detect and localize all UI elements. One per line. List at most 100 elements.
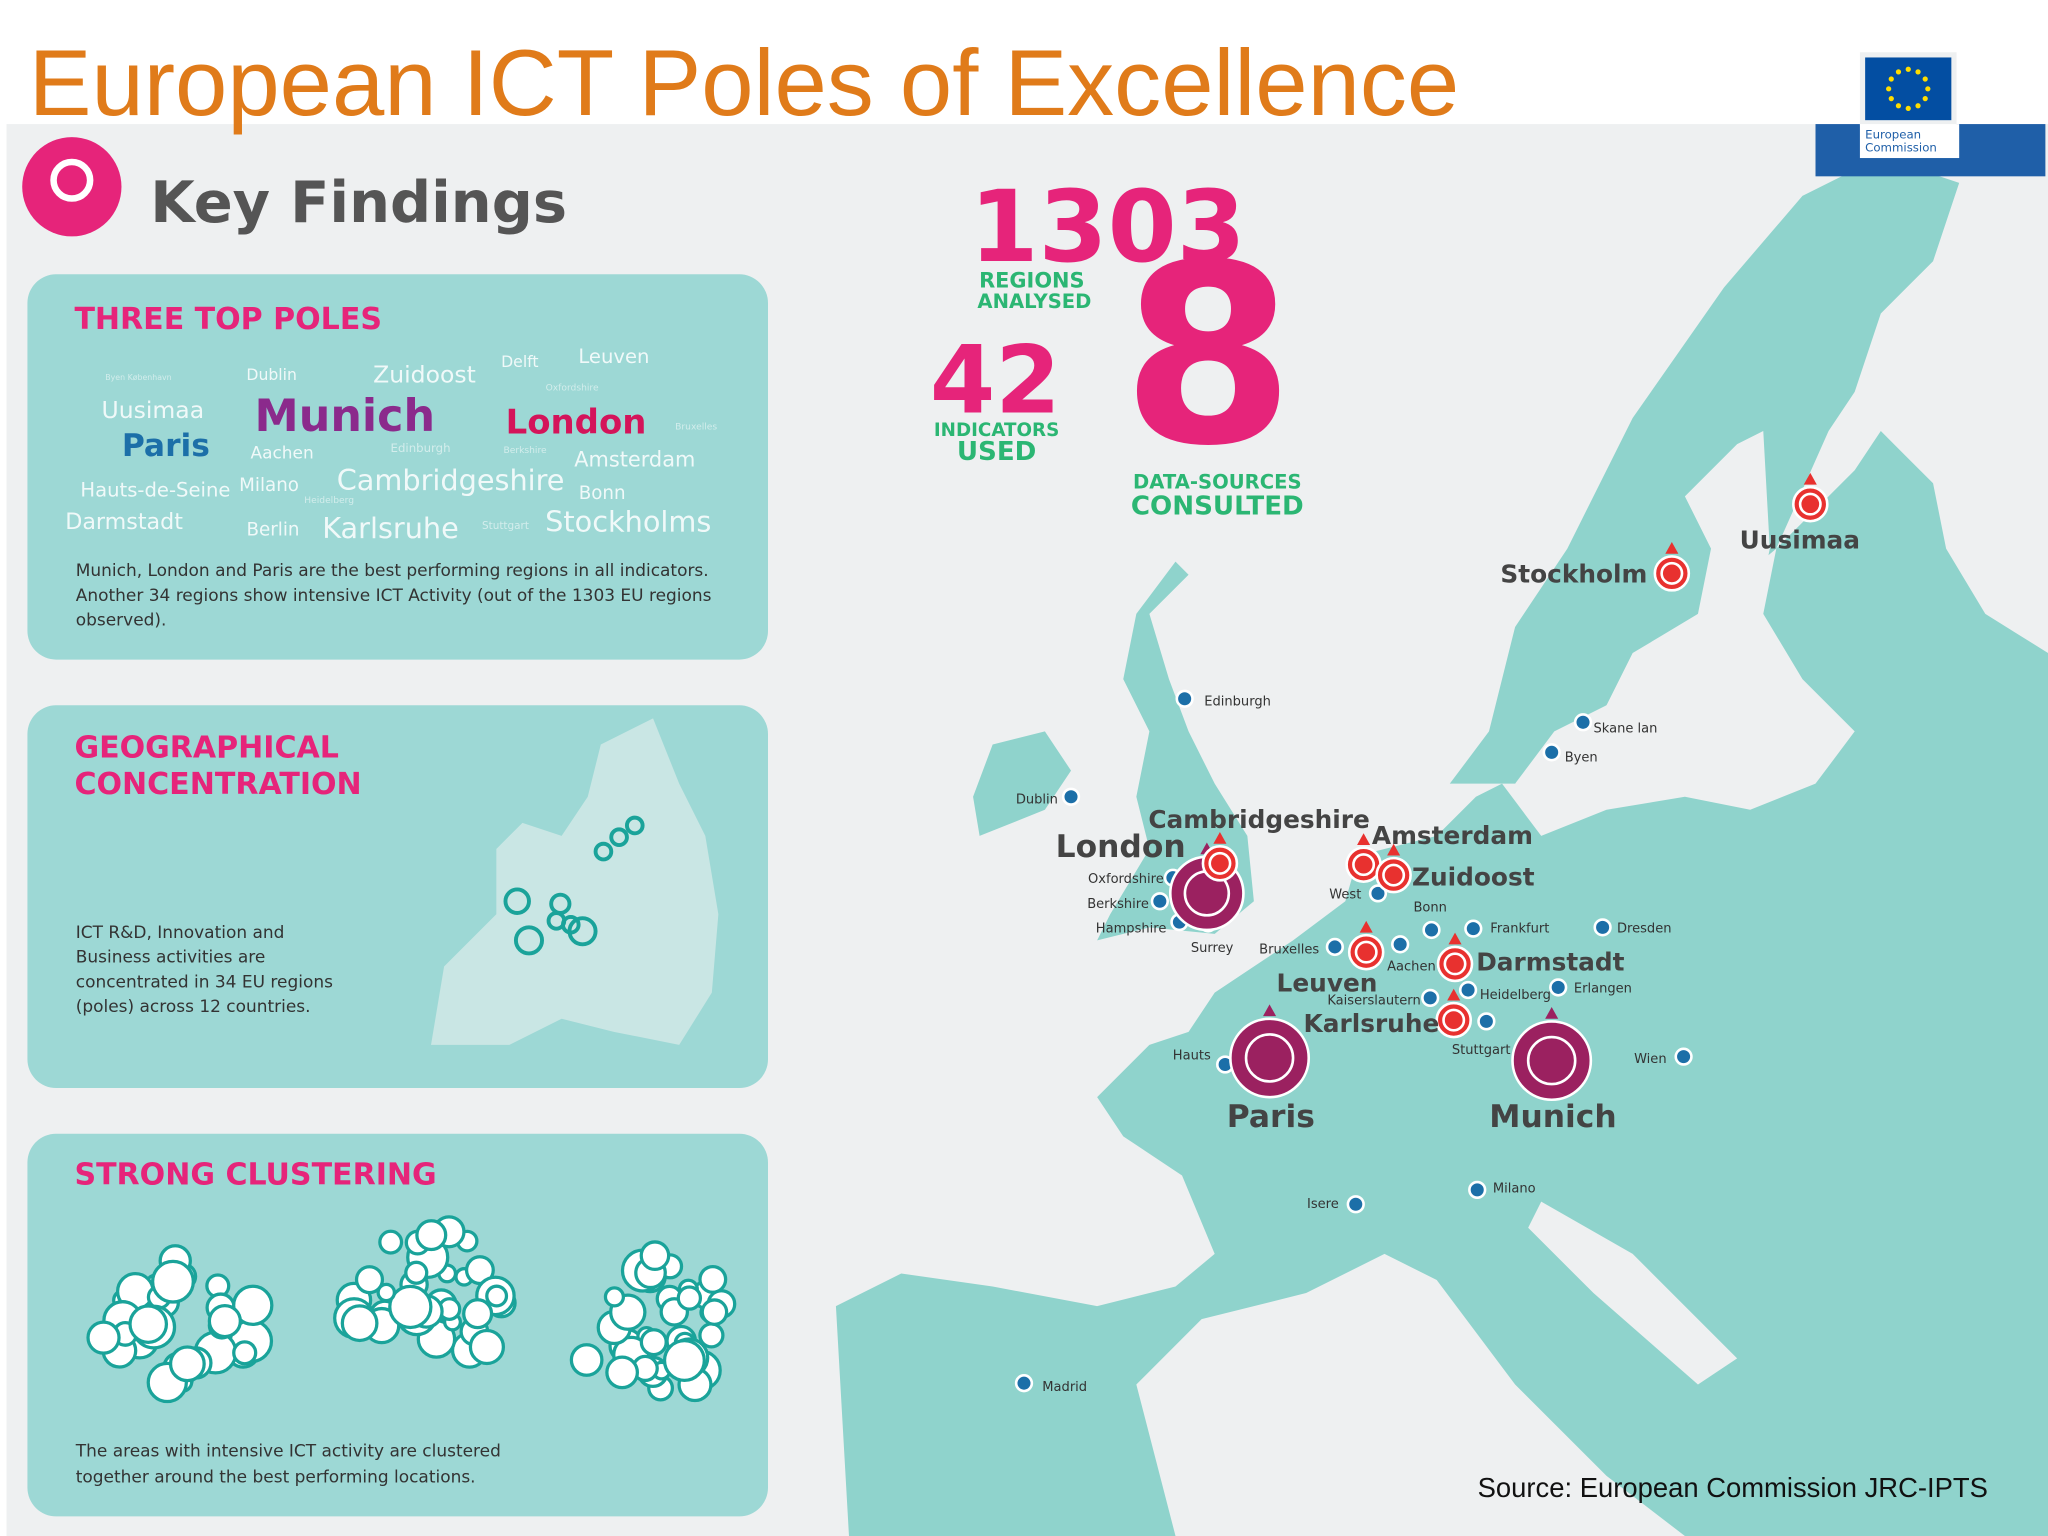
- panel-description: together around the best performing loca…: [76, 1467, 476, 1487]
- word-cloud-word: Delft: [501, 352, 538, 371]
- cluster-circle: [468, 1328, 506, 1366]
- source: Source: European Commission JRC-IPTS: [1478, 1472, 1988, 1503]
- cluster-circle: [151, 1259, 195, 1304]
- mini-pole: [624, 815, 645, 836]
- pole-marker: [1347, 933, 1385, 971]
- region-dot: [1593, 918, 1612, 937]
- region-label: Hauts: [1173, 1048, 1211, 1063]
- region-label: Madrid: [1042, 1380, 1087, 1395]
- word-cloud-word: Cambridgeshire: [337, 463, 565, 497]
- region-dot: [1150, 892, 1169, 911]
- word-cloud-word: Byen København: [105, 373, 171, 382]
- pole-pin: [1387, 843, 1401, 856]
- pole-label: Paris: [1227, 1099, 1315, 1135]
- pole-marker: [1435, 1001, 1472, 1039]
- cluster-circle: [485, 1284, 509, 1308]
- pole-ring: [1660, 561, 1684, 585]
- pole-pin: [1263, 1004, 1277, 1017]
- pole-label: Amsterdam: [1372, 821, 1533, 850]
- word-cloud-word: Heidelberg: [304, 496, 354, 506]
- star: [1925, 86, 1931, 92]
- mini-pole: [513, 925, 544, 956]
- stat-number: 1303: [969, 170, 1245, 285]
- mini-pole: [609, 827, 629, 848]
- mini-pole: [593, 841, 614, 862]
- star: [1888, 96, 1894, 102]
- word-cloud-word: Stuttgart: [482, 520, 529, 532]
- panel-description: ICT R&D, Innovation and: [76, 923, 285, 943]
- logo-text-box: [1859, 124, 1960, 159]
- panel-description: Business activities are: [76, 948, 266, 968]
- pole-pin: [1357, 833, 1371, 846]
- pole-label: Stockholm: [1500, 560, 1647, 589]
- pole-pin: [1213, 832, 1227, 844]
- icon-circle: [22, 137, 122, 237]
- region-dot: [1368, 884, 1388, 903]
- page-title: European ICT Poles of Excellence: [29, 30, 1459, 135]
- cluster-circle: [168, 1345, 206, 1383]
- word-cloud-word: Amsterdam: [574, 447, 695, 471]
- cluster-circle: [207, 1303, 242, 1339]
- word-cloud-word: Zuidoost: [373, 361, 476, 389]
- cluster-circle: [388, 1284, 433, 1330]
- pole-ring: [1382, 863, 1406, 887]
- mini-pole: [567, 916, 598, 947]
- pole-label: Leuven: [1277, 968, 1378, 997]
- region-dot: [1014, 1374, 1034, 1393]
- cluster-circle: [354, 1265, 385, 1295]
- cluster-circle: [404, 1260, 429, 1285]
- panel-title: CONCENTRATION: [74, 767, 361, 802]
- region-dot: [1549, 978, 1568, 997]
- region-dot: [1674, 1047, 1693, 1066]
- star: [1895, 69, 1902, 75]
- cluster-circle: [232, 1340, 258, 1366]
- pole-marker: [1229, 1017, 1311, 1099]
- region-label: Hampshire: [1096, 922, 1167, 937]
- sea: [1136, 1253, 1685, 1536]
- word-cloud-word: Berlin: [246, 520, 299, 541]
- region-label: Bonn: [1413, 901, 1446, 916]
- region-dot: [1175, 689, 1194, 708]
- stat-label: REGIONS: [979, 268, 1085, 292]
- word-cloud-word: Uusimaa: [102, 396, 205, 424]
- cluster-circle: [603, 1286, 626, 1308]
- word-cloud-word: Paris: [122, 428, 210, 464]
- texts: European ICT Poles of Excellence European…: [29, 30, 1988, 1503]
- pole-pin: [1545, 1007, 1559, 1019]
- cluster-circle: [639, 1240, 671, 1272]
- pole-ring: [1442, 1008, 1466, 1032]
- cluster-circle: [639, 1328, 668, 1357]
- region-label: Dresden: [1617, 922, 1672, 937]
- cluster-circle: [462, 1298, 494, 1330]
- map-sea: [1136, 431, 1790, 1536]
- cluster-circle: [86, 1320, 121, 1355]
- logo-text: European: [1865, 127, 1921, 141]
- pole-label: Zuidoost: [1412, 863, 1535, 892]
- pole-pin: [1448, 932, 1462, 945]
- panel-title: GEOGRAPHICAL: [74, 731, 338, 766]
- region-dot: [1391, 935, 1410, 954]
- region-dot: [1346, 1195, 1365, 1214]
- stat-label: USED: [957, 437, 1037, 467]
- cluster-circle: [340, 1304, 379, 1343]
- star: [1895, 103, 1902, 109]
- stat-number: 42: [930, 327, 1061, 436]
- pole-label: Munich: [1489, 1099, 1616, 1135]
- panel-title: THREE TOP POLES: [74, 302, 382, 337]
- region-label: Aachen: [1387, 959, 1436, 974]
- panel-description: (poles) across 12 countries.: [76, 997, 311, 1017]
- region-label: Bruxelles: [1259, 942, 1319, 957]
- map-land: [835, 156, 2048, 1536]
- pole-label: Karlsruhe: [1304, 1009, 1440, 1038]
- region-dot: [1464, 919, 1483, 938]
- pole-ring: [1526, 1035, 1577, 1086]
- land: [1097, 561, 1254, 941]
- region-dot: [1422, 920, 1441, 940]
- stat-label: CONSULTED: [1131, 492, 1304, 522]
- region-label: Heidelberg: [1480, 988, 1551, 1003]
- panel-title: STRONG CLUSTERING: [74, 1158, 436, 1193]
- mini-map: [431, 718, 719, 1045]
- pole-ring: [1208, 851, 1232, 875]
